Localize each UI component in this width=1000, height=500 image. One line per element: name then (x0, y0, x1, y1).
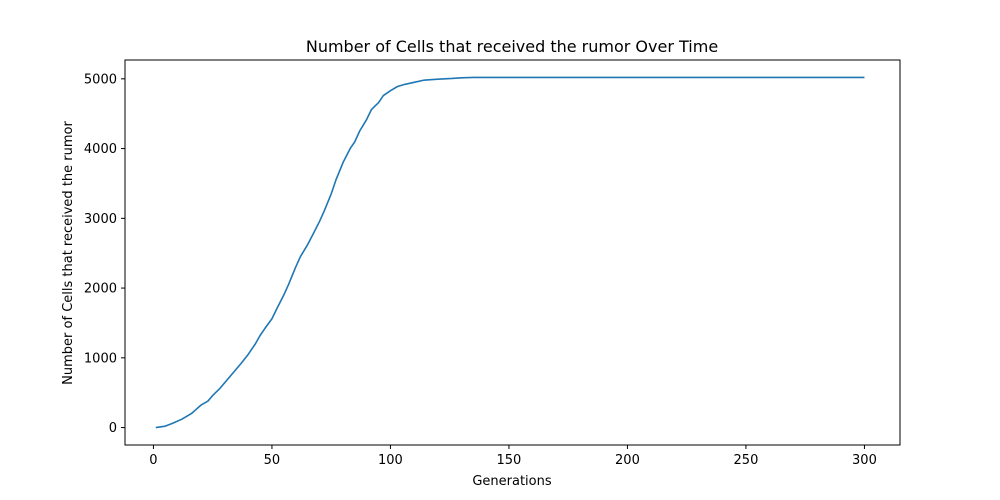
y-tick-label: 1000 (84, 351, 117, 366)
chart-title: Number of Cells that received the rumor … (306, 37, 718, 56)
x-tick-label: 200 (615, 453, 640, 468)
y-tick-label: 0 (109, 421, 117, 436)
axes-frame (124, 59, 901, 446)
x-tick-label: 100 (378, 453, 403, 468)
y-tick-label: 3000 (84, 212, 117, 227)
y-tick-label: 5000 (84, 72, 117, 87)
series-line (155, 76, 865, 429)
x-tick-label: 0 (149, 453, 157, 468)
y-tick-label: 2000 (84, 282, 117, 297)
y-tick-label: 4000 (84, 142, 117, 157)
x-tick-label: 50 (264, 453, 281, 468)
y-axis-title: Number of Cells that received the rumor (61, 121, 76, 385)
x-tick-label: 250 (734, 453, 759, 468)
x-tick-label: 300 (852, 453, 877, 468)
x-axis-title: Generations (472, 474, 552, 489)
x-tick-label: 150 (497, 453, 522, 468)
